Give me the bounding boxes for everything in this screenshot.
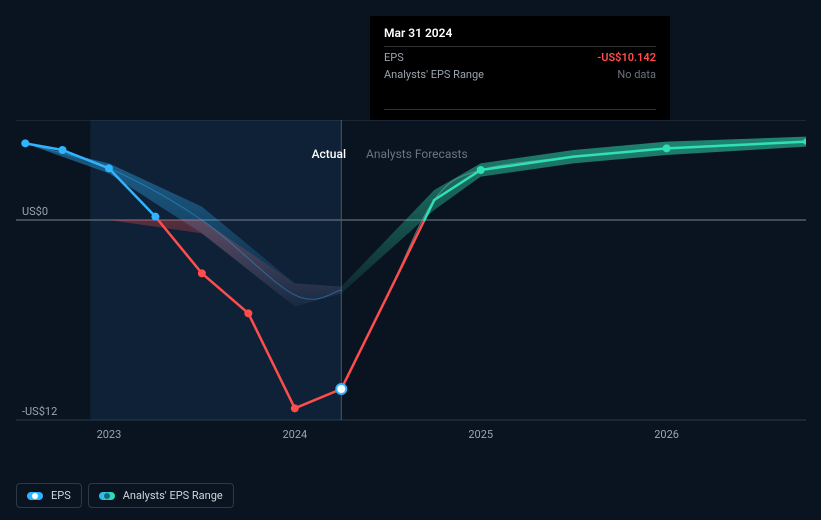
tooltip-row: EPS -US$10.142	[384, 47, 656, 64]
eps-chart-svg: US$6US$0-US$122023202420252026	[16, 120, 806, 440]
legend-label: Analysts' EPS Range	[123, 489, 223, 502]
svg-text:2023: 2023	[97, 428, 122, 440]
chart-area[interactable]: US$6US$0-US$122023202420252026	[16, 120, 806, 440]
legend-label: EPS	[51, 489, 71, 502]
svg-text:2025: 2025	[468, 428, 493, 440]
tooltip-footer	[384, 109, 656, 110]
chart-tooltip: Mar 31 2024 EPS-US$10.142Analysts' EPS R…	[370, 16, 670, 120]
svg-text:2024: 2024	[282, 428, 307, 440]
legend-item[interactable]: Analysts' EPS Range	[88, 483, 234, 508]
legend-swatch	[99, 492, 115, 500]
chart-legend: EPS Analysts' EPS Range	[16, 483, 234, 508]
legend-item[interactable]: EPS	[16, 483, 82, 508]
svg-text:-US$12: -US$12	[22, 405, 57, 418]
svg-text:US$0: US$0	[22, 205, 48, 218]
legend-swatch	[27, 492, 43, 500]
tooltip-rows: EPS -US$10.142 Analysts' EPS Range No data	[384, 47, 656, 81]
tooltip-date: Mar 31 2024	[384, 26, 656, 47]
tooltip-label: Analysts' EPS Range	[384, 68, 484, 81]
tooltip-row: Analysts' EPS Range No data	[384, 64, 656, 81]
tooltip-label: EPS	[384, 51, 404, 64]
svg-text:2026: 2026	[654, 428, 679, 440]
tooltip-value: -US$10.142	[597, 51, 656, 64]
tooltip-value: No data	[617, 68, 656, 81]
